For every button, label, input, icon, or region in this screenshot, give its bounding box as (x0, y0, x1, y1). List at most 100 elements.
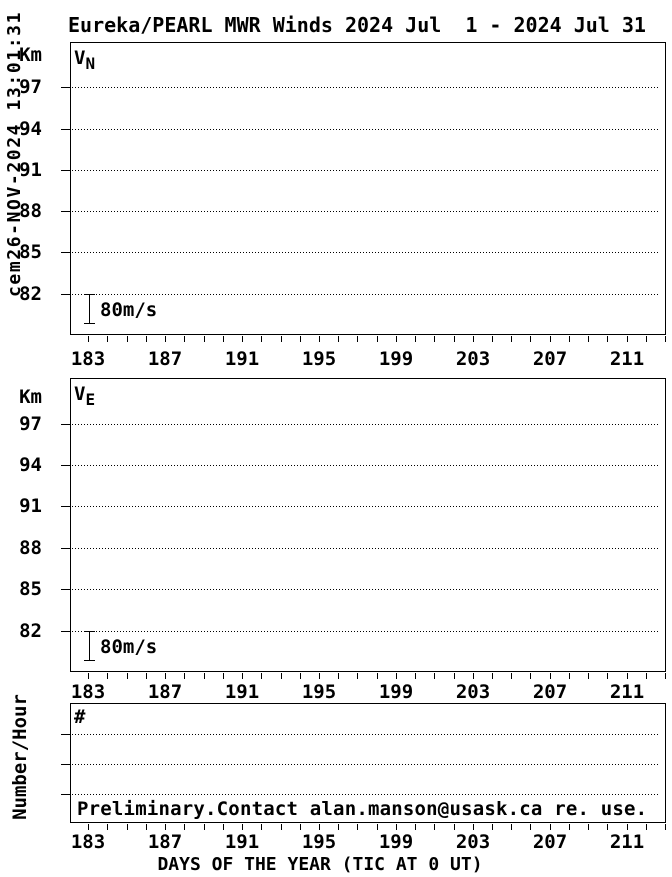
x-tick (338, 673, 339, 679)
x-tick (88, 824, 89, 830)
x-tick (377, 336, 378, 342)
x-tick (396, 336, 397, 342)
y-gridline (72, 294, 658, 295)
panel-label-vn-sub: N (85, 54, 96, 73)
preliminary-annotation: Preliminary.Contact alan.manson@usask.ca… (77, 798, 648, 820)
y-gridline (72, 424, 658, 425)
x-tick (281, 336, 282, 342)
x-tick (627, 336, 628, 342)
x-tick-label: 211 (609, 831, 645, 853)
y-tick-label: 94 (19, 454, 42, 476)
y-tick (61, 506, 70, 507)
x-tick (300, 824, 301, 830)
x-tick-label: 183 (70, 831, 106, 853)
x-tick (588, 673, 589, 679)
x-tick (242, 673, 243, 679)
x-tick (223, 824, 224, 830)
x-tick (454, 673, 455, 679)
panel-vn-frame (70, 42, 666, 335)
x-tick (127, 673, 128, 679)
y-tick-label: 82 (19, 620, 42, 642)
y-tick (61, 631, 70, 632)
x-tick (223, 336, 224, 342)
x-tick (338, 336, 339, 342)
x-tick (261, 336, 262, 342)
x-tick (127, 824, 128, 830)
x-tick (550, 336, 551, 342)
y-tick (61, 424, 70, 425)
x-tick (319, 673, 320, 679)
chart-title: Eureka/PEARL MWR Winds 2024 Jul 1 - 2024… (68, 13, 646, 37)
y-tick (61, 734, 70, 735)
y-gridline (72, 764, 658, 765)
x-tick (607, 336, 608, 342)
x-tick (434, 824, 435, 830)
y-tick-label: 91 (19, 495, 42, 517)
x-tick (261, 824, 262, 830)
x-tick (223, 673, 224, 679)
y-tick-label: 94 (19, 118, 42, 140)
y-tick-label: 85 (19, 578, 42, 600)
x-tick (473, 824, 474, 830)
x-tick (415, 824, 416, 830)
x-tick-label: 203 (455, 681, 491, 703)
x-tick-label: 211 (609, 681, 645, 703)
x-tick-label: 191 (224, 681, 260, 703)
y-tick (61, 211, 70, 212)
x-tick (492, 336, 493, 342)
y-axis-unit-count: Number/Hour (9, 694, 31, 820)
y-tick (61, 170, 70, 171)
x-tick (377, 673, 378, 679)
x-tick-label: 199 (378, 831, 414, 853)
x-tick-label: 207 (532, 348, 568, 370)
x-tick (281, 673, 282, 679)
x-tick (454, 336, 455, 342)
y-tick-label: 85 (19, 241, 42, 263)
x-tick (107, 673, 108, 679)
x-tick (607, 824, 608, 830)
y-tick (61, 294, 70, 295)
y-tick (61, 589, 70, 590)
y-tick (61, 794, 70, 795)
x-tick (107, 336, 108, 342)
x-tick (261, 673, 262, 679)
x-tick (165, 336, 166, 342)
x-tick (511, 336, 512, 342)
x-tick (569, 673, 570, 679)
x-tick (530, 336, 531, 342)
x-tick (184, 336, 185, 342)
y-gridline (72, 506, 658, 507)
panel-count-frame (70, 703, 666, 823)
x-tick-label: 183 (70, 681, 106, 703)
x-tick-label: 183 (70, 348, 106, 370)
panel-ve-frame (70, 378, 666, 672)
x-tick (665, 824, 666, 830)
scale-bar-vn-label: 80m/s (100, 299, 158, 321)
y-tick-label: 97 (19, 76, 42, 98)
x-tick (204, 336, 205, 342)
y-tick-label: 88 (19, 200, 42, 222)
y-tick (61, 129, 70, 130)
panel-label-ve: VE (74, 384, 95, 410)
x-tick (319, 336, 320, 342)
x-tick (454, 824, 455, 830)
x-tick (550, 673, 551, 679)
x-tick (357, 824, 358, 830)
panel-label-vn-main: V (74, 47, 86, 69)
x-tick-label: 203 (455, 831, 491, 853)
x-tick-label: 199 (378, 348, 414, 370)
y-tick-label: 97 (19, 413, 42, 435)
x-tick (146, 824, 147, 830)
y-gridline (72, 794, 658, 795)
x-tick (588, 824, 589, 830)
x-tick (165, 824, 166, 830)
scale-bar-vn-cap-bottom (84, 323, 95, 324)
x-tick (492, 673, 493, 679)
x-tick-label: 187 (147, 348, 183, 370)
x-tick (338, 824, 339, 830)
panel-label-count: # (74, 706, 86, 728)
x-tick (319, 824, 320, 830)
y-tick-label: 82 (19, 283, 42, 305)
y-tick (61, 252, 70, 253)
